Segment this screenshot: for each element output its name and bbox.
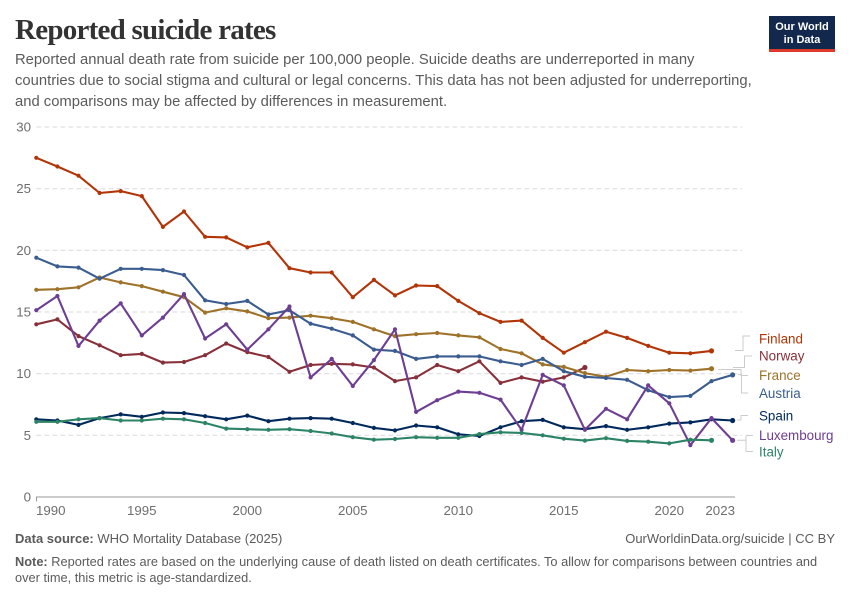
svg-text:Norway: Norway bbox=[759, 349, 805, 364]
svg-text:Finland: Finland bbox=[759, 331, 803, 346]
svg-text:2005: 2005 bbox=[338, 503, 368, 518]
svg-text:2020: 2020 bbox=[655, 503, 685, 518]
svg-text:Austria: Austria bbox=[759, 386, 801, 401]
svg-text:1990: 1990 bbox=[36, 503, 66, 518]
svg-text:2010: 2010 bbox=[444, 503, 474, 518]
svg-text:20: 20 bbox=[16, 243, 31, 258]
svg-text:Italy: Italy bbox=[759, 444, 784, 459]
svg-text:10: 10 bbox=[16, 366, 31, 381]
svg-text:Spain: Spain bbox=[759, 408, 793, 423]
svg-text:0: 0 bbox=[24, 490, 31, 505]
svg-text:25: 25 bbox=[16, 181, 31, 196]
svg-text:Luxembourg: Luxembourg bbox=[759, 428, 833, 443]
svg-text:2015: 2015 bbox=[549, 503, 579, 518]
svg-text:1995: 1995 bbox=[127, 503, 157, 518]
svg-text:15: 15 bbox=[16, 305, 31, 320]
svg-text:30: 30 bbox=[16, 120, 31, 135]
svg-text:France: France bbox=[759, 368, 801, 383]
svg-text:2023: 2023 bbox=[705, 503, 735, 518]
svg-text:2000: 2000 bbox=[233, 503, 263, 518]
svg-text:5: 5 bbox=[24, 428, 31, 443]
